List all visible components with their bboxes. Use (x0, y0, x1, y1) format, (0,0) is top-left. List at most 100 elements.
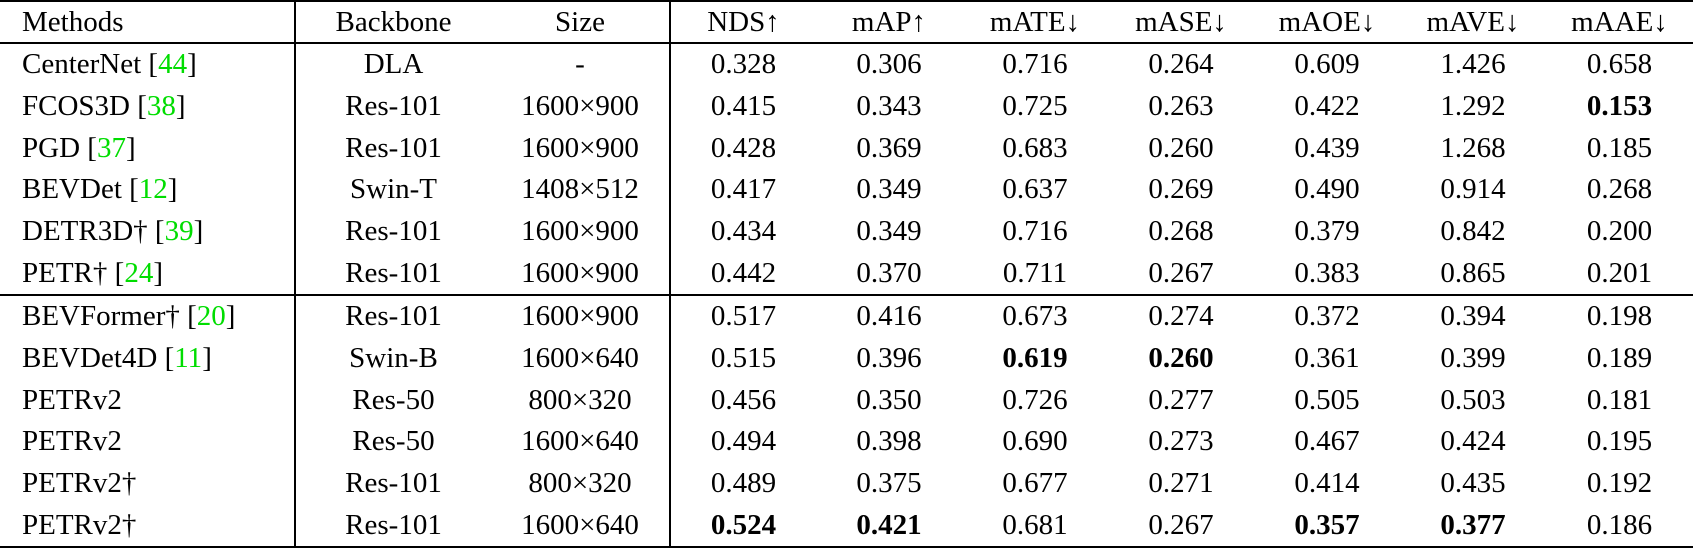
metric-cell: 0.842 (1440, 214, 1506, 247)
col-header-maae: mAAE↓ (1546, 1, 1693, 44)
metric-cell: 0.716 (1002, 214, 1068, 247)
metric-cell: 0.683 (1002, 131, 1068, 164)
metric-cell: 0.260 (1148, 131, 1214, 164)
size-cell: 800×320 (528, 466, 632, 499)
backbone-cell: Res-101 (294, 252, 491, 295)
size-cell: 1600×900 (521, 256, 639, 289)
metric-cell: 0.198 (1546, 293, 1693, 338)
metric-cell: 0.273 (1148, 425, 1214, 458)
metric-cell: 0.865 (1440, 256, 1506, 289)
table-body: CenterNet [44] DLA -0.328 0.306 0.716 0.264 0.… (0, 43, 1693, 547)
size-cell: 1408×512 (521, 173, 639, 206)
metric-cell: 0.414 (1294, 466, 1360, 499)
citation-link[interactable]: 44 (158, 48, 188, 81)
metric-cell: 0.428 (669, 127, 816, 169)
citation-close-bracket: ] (202, 342, 212, 375)
metric-cell: 0.681 (1002, 508, 1068, 541)
metric-cell: 1.268 (1440, 131, 1506, 164)
citation-close-bracket: ] (175, 90, 186, 123)
metric-cell: 0.343 (856, 90, 922, 123)
citation-link[interactable]: 39 (164, 214, 194, 247)
metric-cell: 0.489 (669, 462, 816, 505)
method-name: FCOS3D (22, 90, 130, 123)
metric-cell: 0.350 (856, 383, 922, 416)
metric-cell: 0.515 (669, 337, 816, 380)
size-cell: 800×320 (528, 383, 632, 416)
metric-cell: 0.725 (1002, 90, 1068, 123)
method-cell: PETRv2† (0, 463, 295, 505)
table-row: PETRv2 Res-50 800×320 0.456 0.350 0.726 0.277 0… (0, 379, 1693, 421)
table-row: BEVFormer† [20] Res-101 1600×900 0.517 0.416… (0, 293, 1693, 338)
metric-cell: 0.274 (1108, 293, 1254, 338)
metric-cell: 0.263 (1148, 90, 1214, 123)
metric-cell: 0.658 (1586, 48, 1653, 81)
method-cell: BEVDet4D [11] (0, 338, 295, 380)
table-row: CenterNet [44] DLA -0.328 0.306 0.716 0.264 0.… (0, 43, 1693, 86)
method-cell: BEVFormer† [20] (0, 293, 295, 338)
citation-link[interactable]: 37 (96, 131, 126, 164)
backbone-cell: Res-101 (294, 293, 491, 338)
size-cell: 1600×900 (491, 293, 670, 338)
citation-link[interactable]: 20 (196, 300, 226, 333)
metric-cell: 0.195 (1586, 425, 1653, 458)
method-name: BEVDet (22, 173, 122, 206)
size-cell: 1600×900 (521, 214, 639, 247)
metric-cell: 0.394 (1400, 293, 1546, 338)
metric-cell: 0.619 (1002, 342, 1068, 375)
table-row: PGD [37] Res-101 1600×900 0.428 0.369 0.683 0.… (0, 127, 1693, 169)
metric-cell: 0.277 (1148, 383, 1214, 416)
citation-link[interactable]: 11 (174, 342, 203, 375)
metric-cell: 0.435 (1440, 466, 1506, 499)
metric-cell: 1.426 (1440, 48, 1506, 81)
citation-link[interactable]: 12 (138, 173, 168, 206)
col-header-mate: mATE↓ (962, 1, 1108, 44)
header-row: Methods Backbone Size NDS↑ mAP↑ mATE↓ mA… (0, 1, 1693, 44)
method-cell: PETRv2 (0, 379, 295, 421)
citation-link[interactable]: 24 (124, 256, 154, 289)
metric-cell: 0.416 (816, 293, 962, 338)
metric-cell: 0.267 (1148, 256, 1214, 289)
metric-cell: 0.494 (669, 420, 816, 463)
metric-cell: 0.609 (1294, 48, 1360, 81)
metric-cell: 0.417 (669, 168, 816, 211)
citation-open-bracket: [ (130, 90, 147, 123)
metric-cell: 0.377 (1440, 508, 1506, 541)
metric-cell: 0.505 (1294, 383, 1360, 416)
metric-cell: 0.268 (1148, 214, 1214, 247)
metric-cell: 0.415 (669, 85, 816, 128)
metric-cell: 0.398 (856, 425, 922, 458)
metric-cell: 0.422 (1294, 90, 1360, 123)
metric-cell: 0.306 (856, 48, 922, 81)
method-cell: PGD [37] (0, 127, 295, 169)
citation-open-bracket: [ (179, 300, 197, 333)
metric-cell: 0.726 (1002, 383, 1068, 416)
citation-open-bracket: [ (141, 48, 159, 81)
metric-cell: 0.260 (1148, 342, 1214, 375)
method-cell: FCOS3D [38] (0, 86, 295, 128)
col-header-nds: NDS↑ (669, 1, 816, 44)
citation-link[interactable]: 38 (146, 90, 176, 123)
citation-open-bracket: [ (107, 256, 125, 289)
metric-cell: 0.201 (1586, 256, 1653, 289)
col-header-map: mAP↑ (816, 1, 962, 44)
backbone-cell: Res-101 (294, 462, 491, 505)
method-name: DETR3D† (22, 214, 148, 247)
table-row: PETR† [24] Res-101 1600×900 0.442 0.370 0.711… (0, 252, 1693, 295)
method-cell: BEVDet [12] (0, 169, 295, 211)
method-name: BEVFormer† (22, 300, 180, 333)
metric-cell: 0.467 (1294, 425, 1360, 458)
table-row: DETR3D† [39] Res-101 1600×900 0.434 0.349 0.7… (0, 210, 1693, 253)
metric-cell: 0.677 (1002, 466, 1068, 499)
citation-close-bracket: ] (193, 214, 204, 247)
metric-cell: 0.434 (669, 210, 816, 253)
method-name: PETRv2 (22, 383, 122, 416)
table-row: BEVDet4D [11] Swin-B 1600×640 0.515 0.396 0.6… (0, 337, 1693, 380)
metric-cell: 0.369 (856, 131, 922, 164)
metric-cell: 0.439 (1294, 131, 1360, 164)
method-name: PGD (22, 131, 81, 164)
method-cell: PETR† [24] (0, 252, 295, 295)
table-row: FCOS3D [38] Res-101 1600×900 0.415 0.343 0.72… (0, 85, 1693, 128)
metric-cell: 0.503 (1440, 383, 1506, 416)
metric-cell: 0.490 (1294, 173, 1360, 206)
metric-cell: 0.379 (1294, 214, 1360, 247)
